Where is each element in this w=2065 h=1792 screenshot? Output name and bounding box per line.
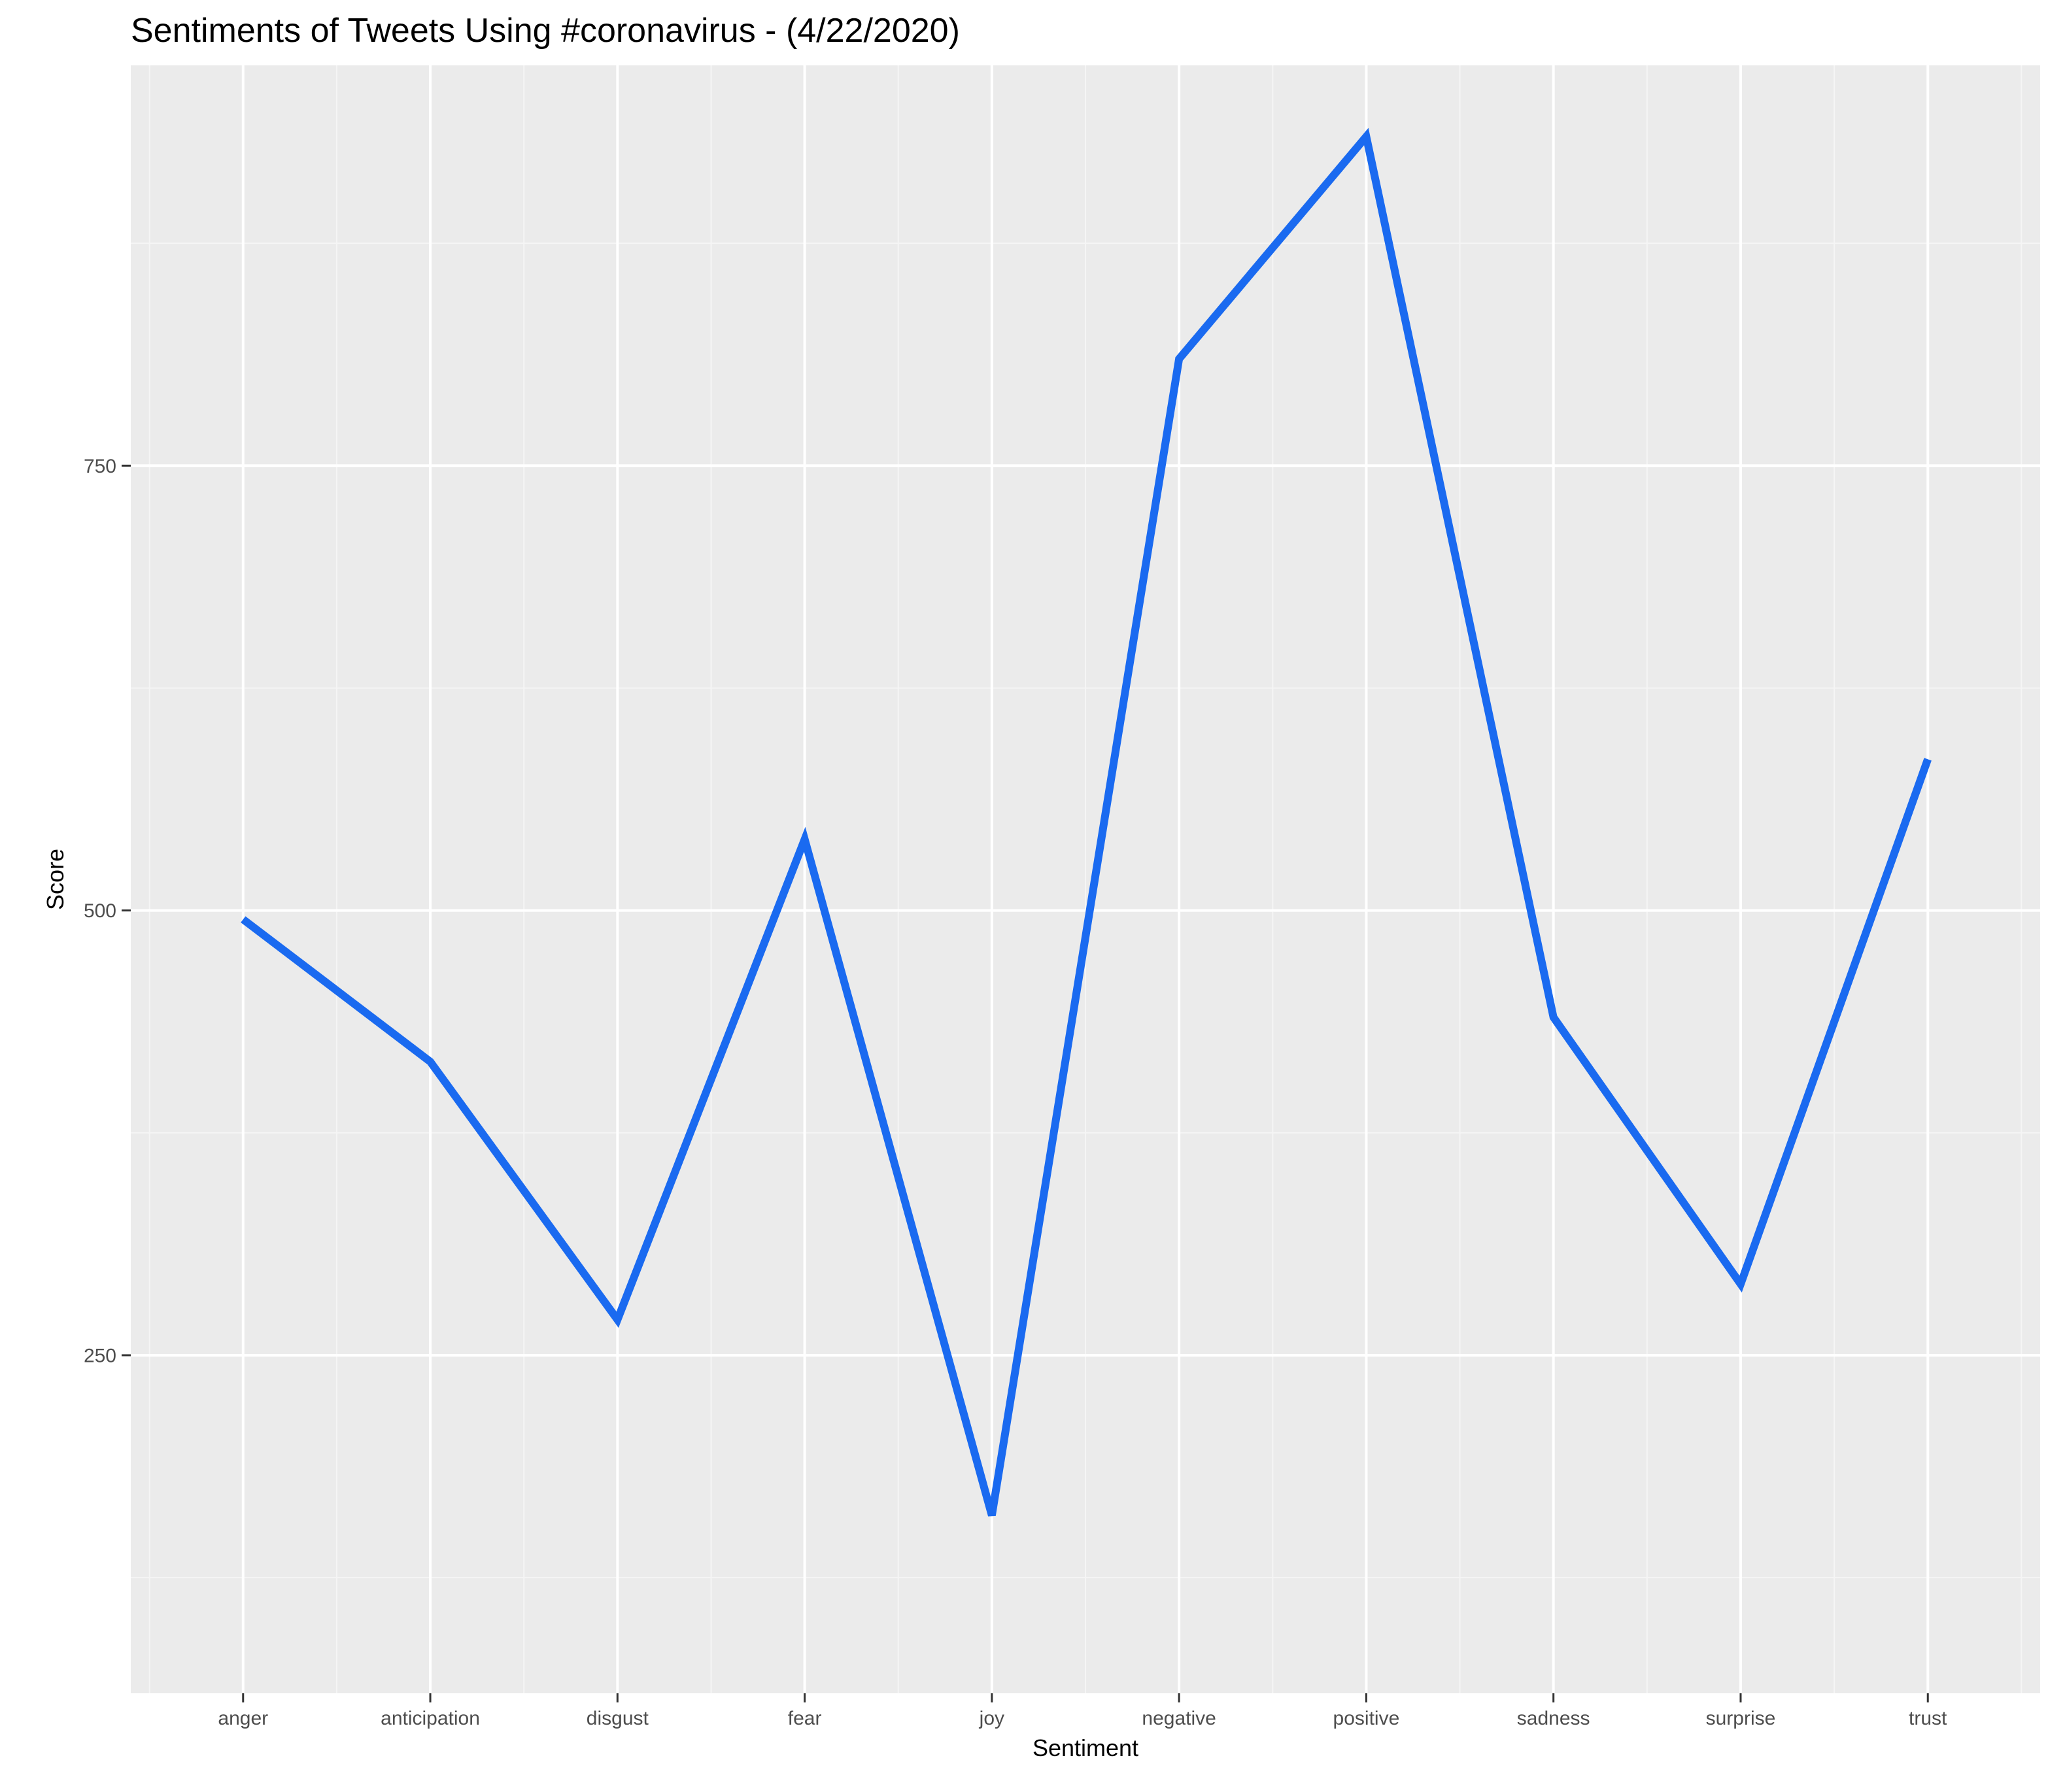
x-tick-label: surprise [1706, 1708, 1776, 1729]
x-axis-label: Sentiment [1032, 1734, 1138, 1761]
chart-title: Sentiments of Tweets Using #coronavirus … [131, 12, 960, 50]
chart-svg: anger anticipation disgust fear joy negative p… [0, 0, 2065, 1792]
x-tick-label: fear [788, 1708, 822, 1729]
x-tick-label: anger [218, 1708, 268, 1729]
y-tick-label: 750 [84, 456, 116, 477]
x-tick-label: anticipation [381, 1708, 480, 1729]
x-tick-label: joy [979, 1708, 1004, 1729]
y-tick-label: 500 [84, 900, 116, 922]
x-tick-label: negative [1142, 1708, 1216, 1729]
x-tick-label: trust [1909, 1708, 1947, 1729]
x-tick-label: positive [1333, 1708, 1400, 1729]
x-tick-label: sadness [1517, 1708, 1590, 1729]
y-tick-label: 250 [84, 1345, 116, 1366]
x-tick-label: disgust [587, 1708, 649, 1729]
chart-container: anger anticipation disgust fear joy negative p… [0, 0, 2065, 1792]
y-axis-label: Score [42, 849, 69, 910]
